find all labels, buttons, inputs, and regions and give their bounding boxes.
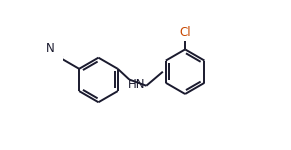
Text: N: N [46, 42, 54, 55]
Text: Cl: Cl [179, 26, 191, 39]
Text: HN: HN [128, 78, 146, 91]
